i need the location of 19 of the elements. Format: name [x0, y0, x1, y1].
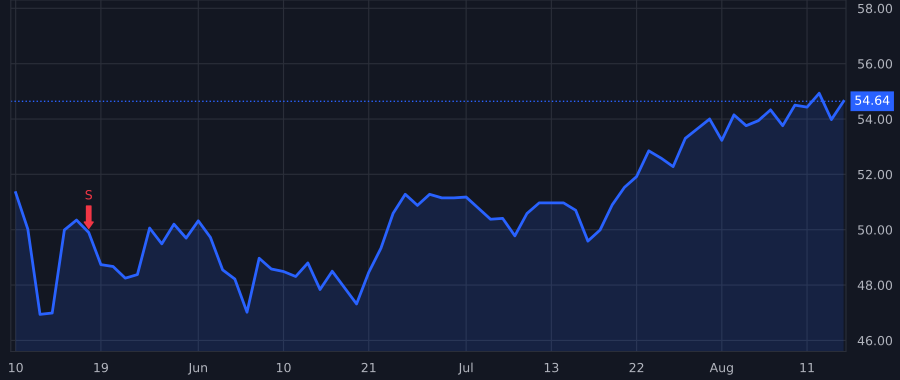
- x-tick-label: 21: [362, 362, 376, 372]
- x-tick-label: 10: [9, 362, 23, 372]
- y-tick-label: 48.00: [858, 280, 892, 290]
- x-tick-label: 22: [630, 362, 644, 372]
- x-tick-label: Jul: [458, 362, 473, 375]
- y-tick-label: 52.00: [858, 170, 892, 180]
- x-tick-label: 19: [94, 362, 108, 372]
- y-tick-label: 46.00: [858, 336, 892, 346]
- y-tick-label: 50.00: [858, 225, 892, 235]
- y-tick-label: 54.00: [858, 114, 892, 124]
- x-tick-label: 13: [544, 362, 558, 372]
- y-tick-label: 58.00: [858, 4, 892, 14]
- x-tick-label: Aug: [710, 362, 733, 375]
- ref-line-label: 54.64: [855, 95, 890, 105]
- x-tick-label: Jun: [188, 362, 207, 375]
- y-tick-label: 56.00: [858, 59, 892, 69]
- x-tick-label: 10: [276, 362, 291, 372]
- annotation: S: [86, 190, 92, 200]
- x-tick-label: 11: [800, 362, 814, 372]
